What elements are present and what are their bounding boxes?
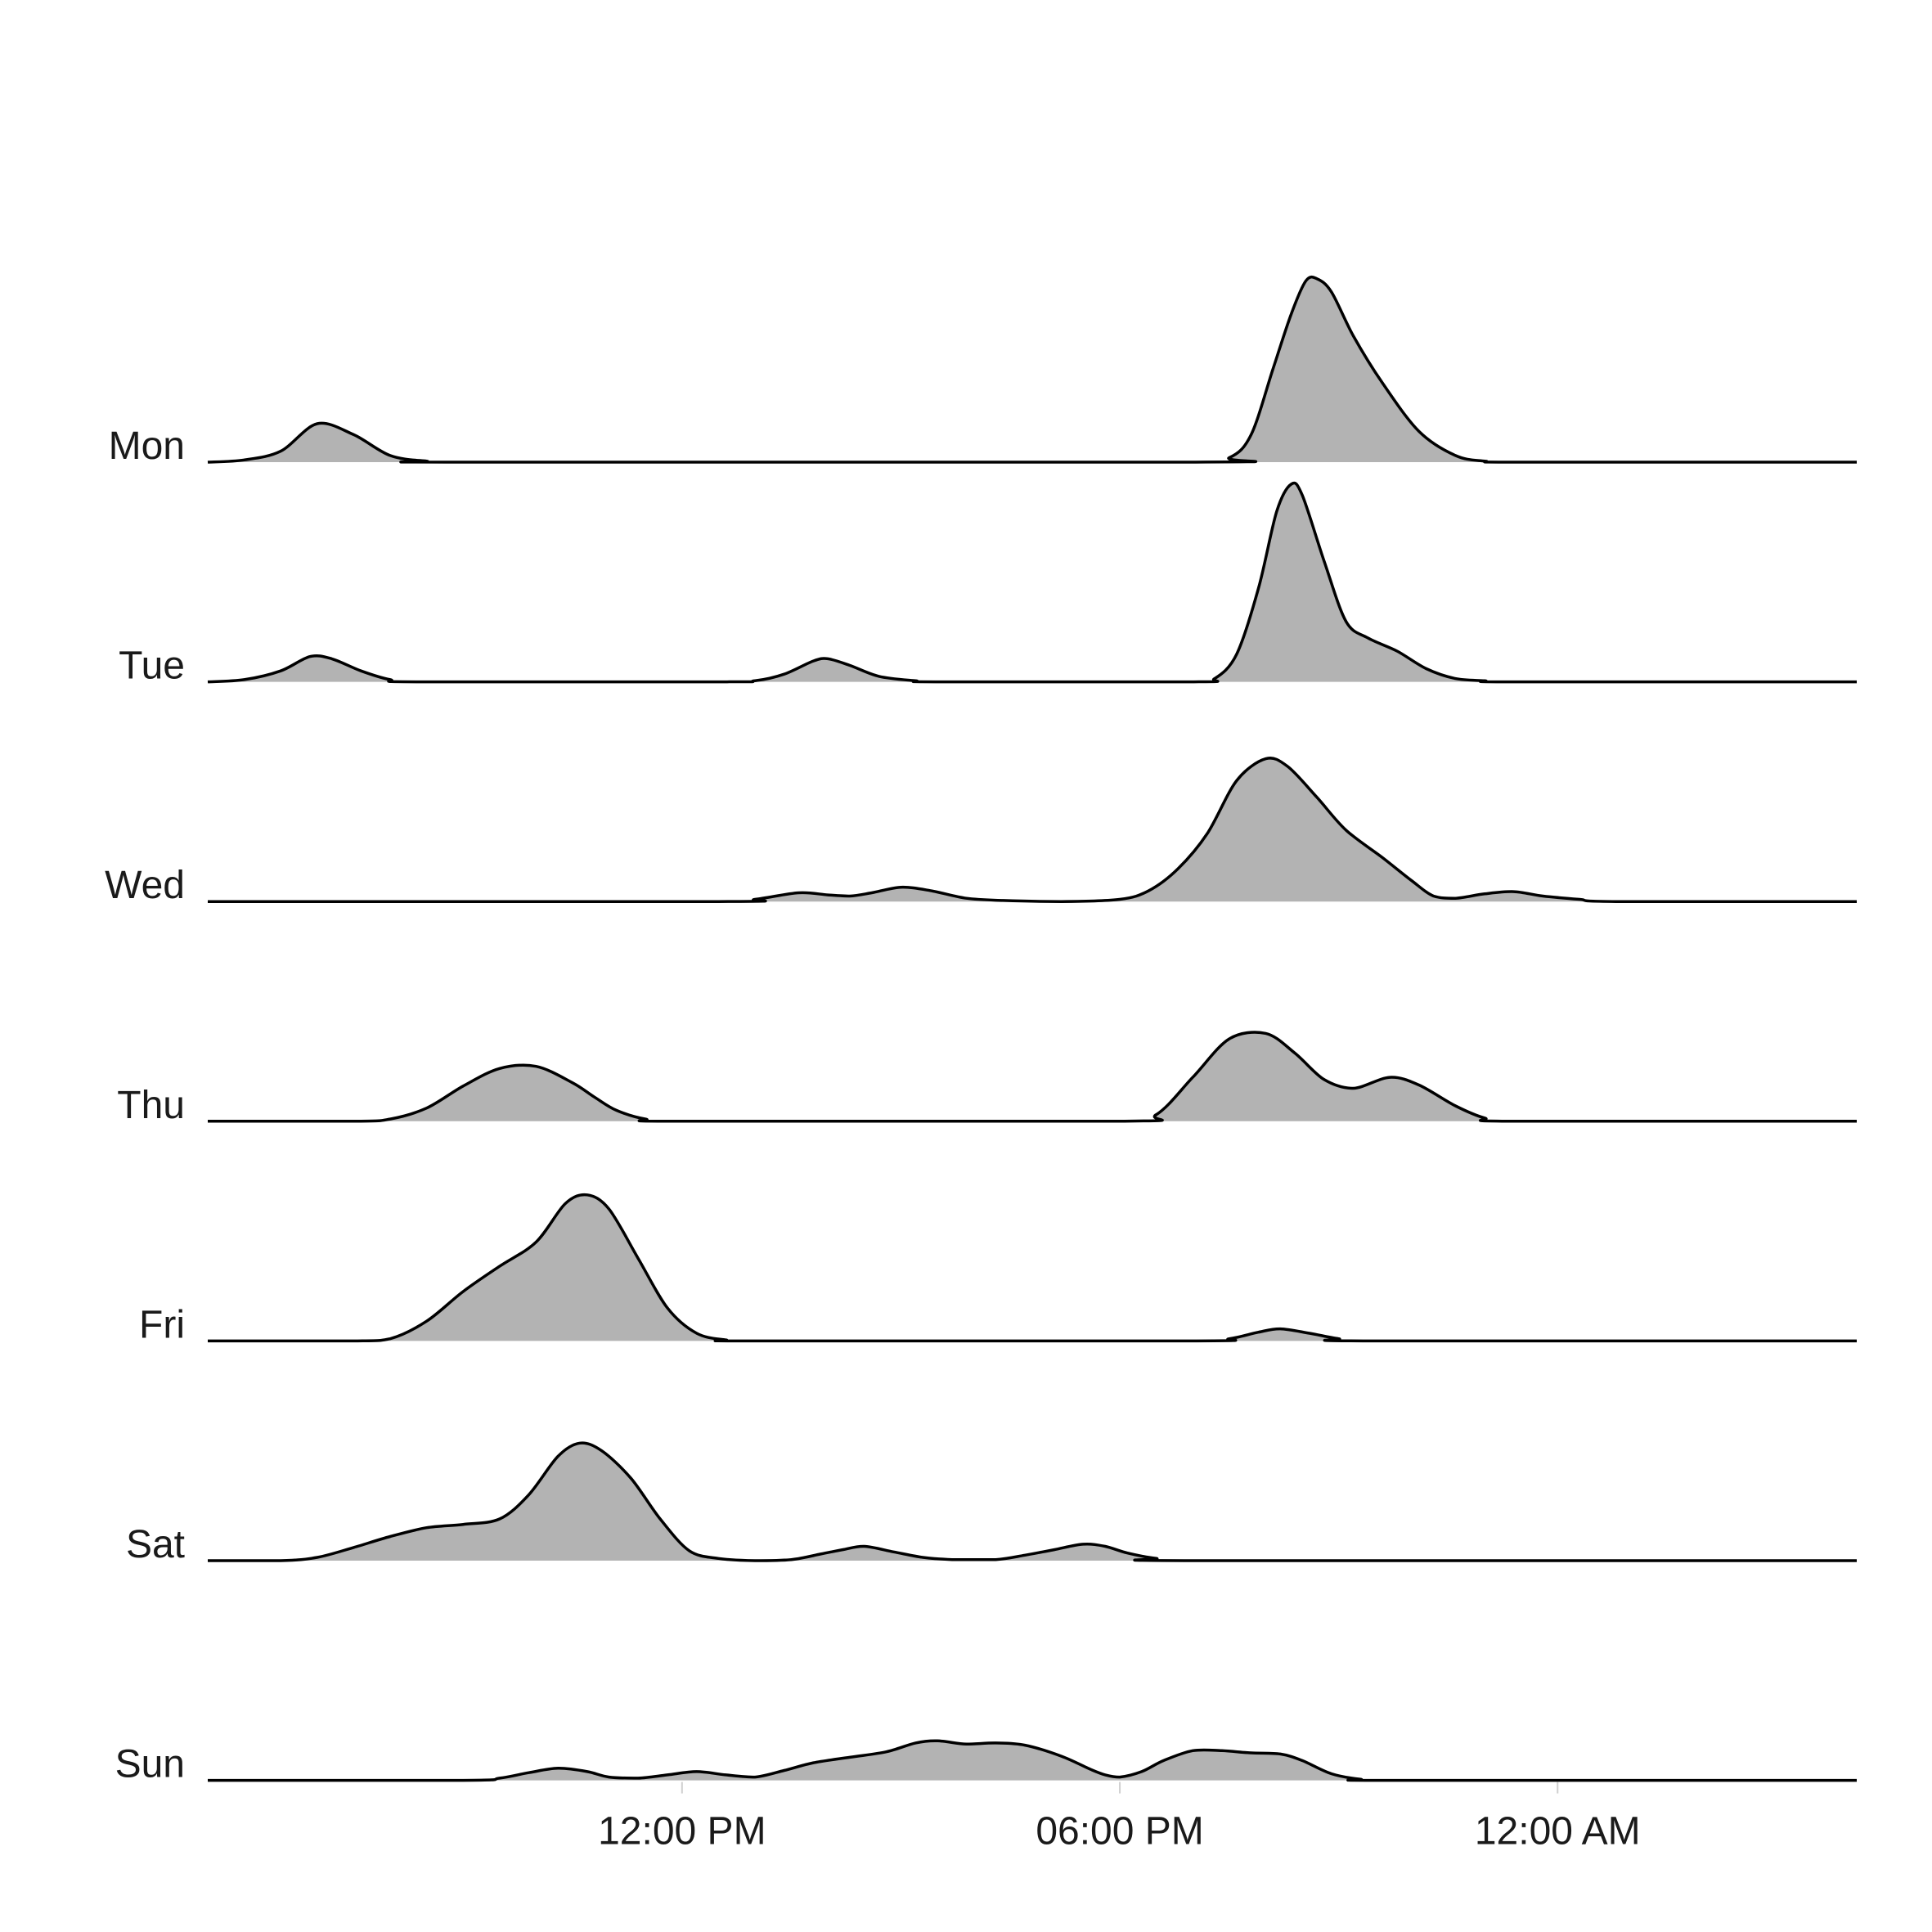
ridge-thu	[208, 1031, 1857, 1123]
ridge-area	[208, 483, 1857, 682]
ridge-wed	[208, 757, 1857, 903]
ridge-area	[208, 1443, 1857, 1561]
day-label-sun: Sun	[115, 1743, 185, 1786]
ridge-area	[208, 1741, 1857, 1781]
ridge-outline	[207, 481, 1857, 684]
x-axis-ticks	[681, 1781, 1559, 1794]
ridge-area	[208, 757, 1857, 902]
day-label-wed: Wed	[105, 864, 185, 907]
ridge-sun	[208, 1739, 1857, 1782]
ridge-outline	[208, 1739, 1857, 1782]
day-label-mon: Mon	[109, 425, 185, 468]
ridge-sat	[208, 1441, 1858, 1562]
day-labels: Mon Tue Wed Thu Fri Sat Sun	[105, 425, 185, 1786]
ridge-tue	[207, 481, 1857, 684]
ridge-outline	[208, 1441, 1858, 1562]
ridge-outline	[208, 757, 1857, 903]
x-axis-tick-labels: 12:00 PM 06:00 PM 12:00 AM	[598, 1810, 1641, 1853]
day-label-fri: Fri	[139, 1303, 185, 1346]
ridge-area	[208, 1031, 1857, 1121]
ridge-outline	[207, 275, 1857, 464]
x-tick-label: 06:00 PM	[1036, 1810, 1203, 1853]
ridge-mon	[207, 275, 1857, 464]
x-tick-label: 12:00 AM	[1475, 1810, 1641, 1853]
ridge-area	[208, 1194, 1857, 1341]
day-label-tue: Tue	[119, 645, 185, 688]
x-tick-label: 12:00 PM	[598, 1810, 766, 1853]
ridge-outline	[208, 1193, 1857, 1343]
ridge-area	[208, 276, 1857, 462]
day-label-thu: Thu	[117, 1084, 185, 1127]
day-label-sat: Sat	[126, 1523, 185, 1566]
ridge-fri	[208, 1193, 1857, 1343]
ridge-outline	[208, 1031, 1857, 1123]
ridges	[207, 275, 1858, 1782]
